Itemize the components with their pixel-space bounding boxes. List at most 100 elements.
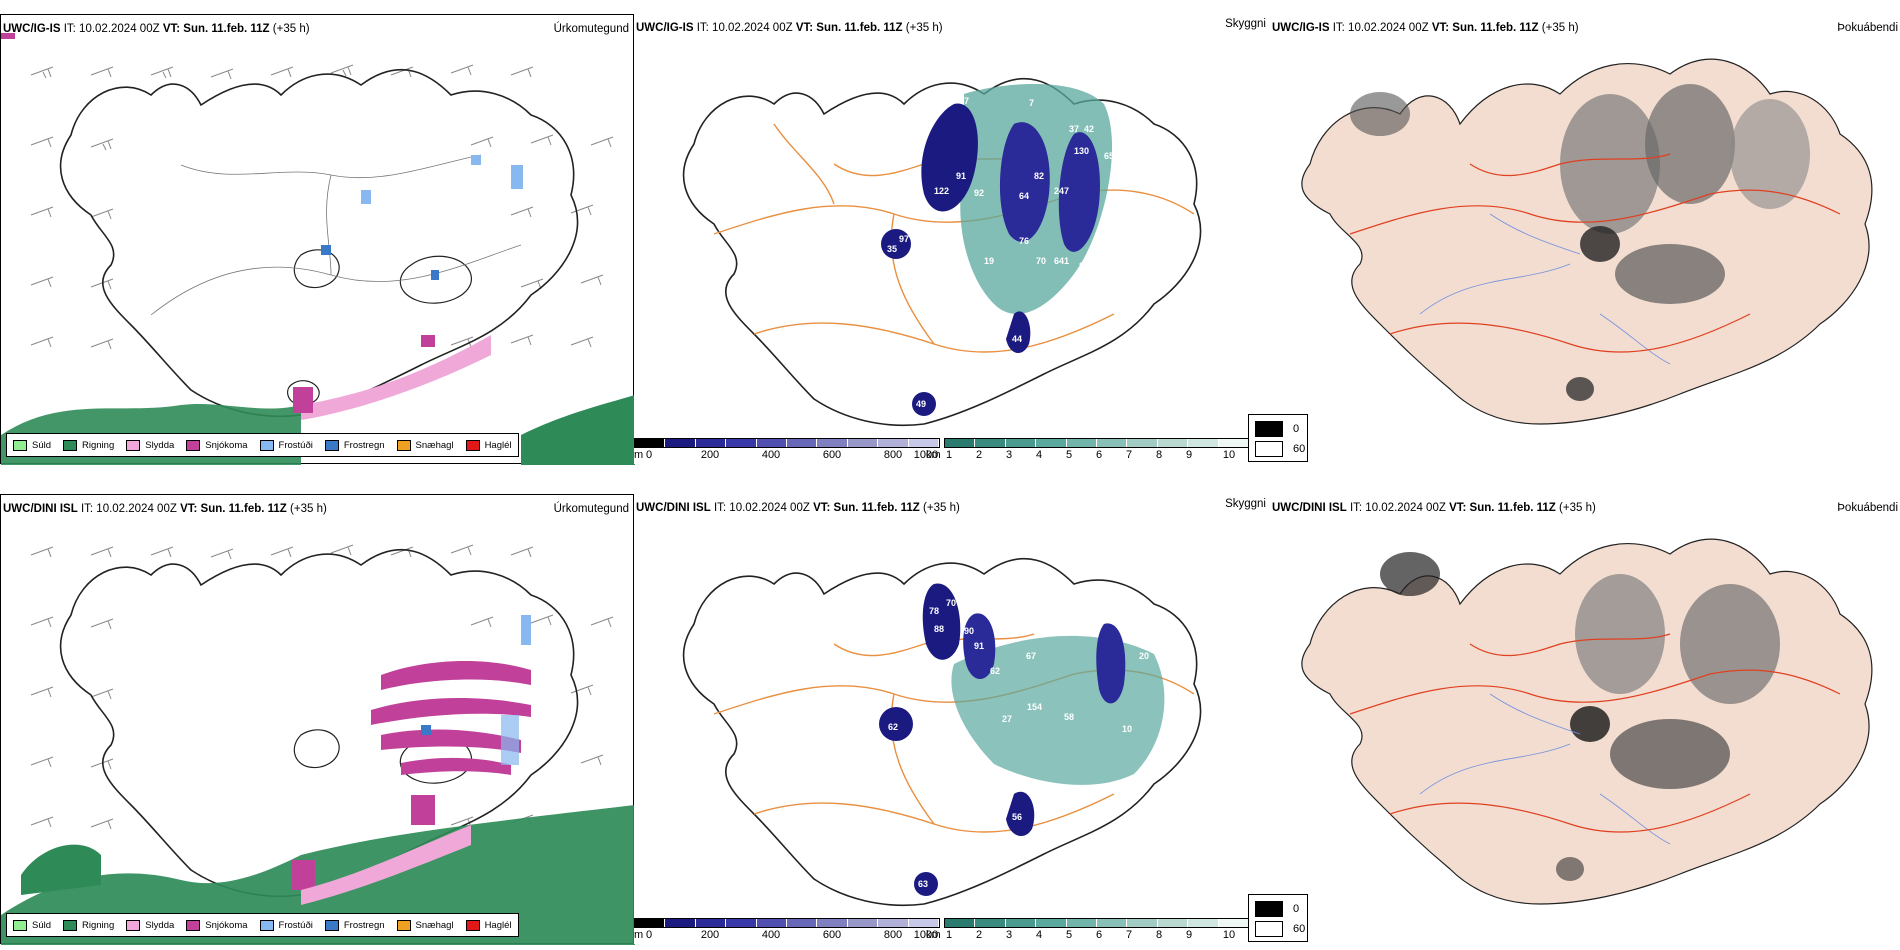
tick-label: 6 <box>1095 929 1103 941</box>
tick-label: 5 <box>1065 929 1073 941</box>
panel-variable-title: Skyggni <box>1225 18 1266 30</box>
legend-item: Haglél <box>465 919 512 931</box>
tick-label: 1 <box>945 929 953 941</box>
precip-type-map <box>1 33 635 465</box>
tick-label: 1000 <box>913 929 939 941</box>
vis-label: 90 <box>964 626 974 636</box>
vis-label: 41 <box>749 552 759 562</box>
vis-label: 35 <box>887 244 897 254</box>
panel-variable-title: Þokuábendi <box>1837 22 1898 34</box>
swatch-rain <box>63 439 78 451</box>
colorbar-height-ticks: m 0 200 400 600 800 1000 <box>634 928 940 942</box>
colorbar-height: m 0 200 400 600 800 1000 <box>634 918 940 942</box>
panel-title: UWC/IG-IS IT: 10.02.2024 00Z VT: Sun. 11… <box>1272 22 1579 34</box>
rivers <box>1419 213 1671 365</box>
colorbar-height-ticks: m 0 200 400 600 800 1000 <box>634 448 940 462</box>
vis-label: 27 <box>1002 714 1012 724</box>
tick-label: 1 <box>945 449 953 461</box>
vis-label: 130 <box>1074 146 1089 156</box>
vis-label: 10 <box>1122 724 1132 734</box>
swatch-drizzle <box>13 919 27 931</box>
colorbar-visibility-ticks: km 1 2 3 4 5 6 7 8 9 10 <box>926 928 1250 942</box>
vis-label: 91 <box>974 641 984 651</box>
swatch-fog-60 <box>1255 441 1283 457</box>
vis-label: 49 <box>916 399 926 409</box>
roads <box>1349 633 1841 833</box>
tick-label: 5 <box>1065 449 1073 461</box>
wind-barbs <box>30 64 614 350</box>
colorbar-unit: km <box>926 449 941 461</box>
vis-label: 65 <box>1104 151 1114 161</box>
fog-panel-bottom: UWC/DINI ISL IT: 10.02.2024 00Z VT: Sun.… <box>1248 494 1900 944</box>
vis-label: 58 <box>1064 712 1074 722</box>
vis-label: 70 <box>946 598 956 608</box>
colorbar-visibility: km 1 2 3 4 5 6 7 8 9 10 <box>926 438 1250 462</box>
fog-panel-top: UWC/IG-IS IT: 10.02.2024 00Z VT: Sun. 11… <box>1248 14 1900 464</box>
tick-label: 10 <box>1222 449 1236 461</box>
colorbar-height-bar <box>634 918 940 928</box>
swatch-snow <box>186 439 201 451</box>
fog-legend-row: 0 <box>1255 901 1299 917</box>
vis-label: 20 <box>1139 651 1149 661</box>
vis-label: 76 <box>1019 236 1029 246</box>
iceland-coastline <box>59 548 579 898</box>
vis-label: 56 <box>1012 812 1022 822</box>
colorbar-unit: km <box>926 929 941 941</box>
swatch-rain <box>63 919 78 931</box>
tick-label: 2 <box>975 929 983 941</box>
tick-label: 0 <box>645 449 653 461</box>
vis-label: 247 <box>1054 186 1069 196</box>
visibility-panel-bottom: UWC/DINI ISL IT: 10.02.2024 00Z VT: Sun.… <box>634 494 1270 944</box>
swatch-snow <box>186 919 201 931</box>
vis-label: 19 <box>984 256 994 266</box>
tick-label: 0 <box>645 929 653 941</box>
vis-label: 154 <box>1027 702 1042 712</box>
vis-label: 122 <box>934 186 949 196</box>
rivers <box>1419 693 1671 845</box>
fog-map <box>1301 58 1873 425</box>
legend-item: Haglél <box>465 439 512 451</box>
tick-label: 9 <box>1185 449 1193 461</box>
swatch-freezing-rain <box>324 439 339 451</box>
legend-item: Snæhagl <box>396 439 454 451</box>
vis-label: 125 <box>1122 594 1137 604</box>
precip-type-map <box>1 544 635 945</box>
swatch-snow-pellets <box>396 439 411 451</box>
swatch-sleet <box>126 439 141 451</box>
colorbar-height-bar <box>634 438 940 448</box>
vis-label: 42 <box>1084 124 1094 134</box>
tick-label: 400 <box>761 449 781 461</box>
visibility-panel-top: UWC/IG-IS IT: 10.02.2024 00Z VT: Sun. 11… <box>634 14 1270 464</box>
tick-label: 7 <box>1125 929 1133 941</box>
colorbar-visibility-ticks: km 1 2 3 4 5 6 7 8 9 10 <box>926 448 1250 462</box>
fog-legend: 0 60 <box>1248 894 1308 942</box>
tick-label: 8 <box>1155 929 1163 941</box>
tick-label: 600 <box>822 929 842 941</box>
vis-label: 62 <box>990 666 1000 676</box>
legend-item: Frostúði <box>259 919 313 931</box>
fog-shading <box>1350 84 1810 401</box>
swatch-hail <box>465 919 480 931</box>
tick-label: 7 <box>1125 449 1133 461</box>
precip-type-legend: Súld Rigning Slydda Snjókoma Frostúði Fr… <box>6 433 519 457</box>
vis-label: 7 <box>1029 98 1034 108</box>
swatch-snow-pellets <box>396 919 411 931</box>
vis-label: 62 <box>888 722 898 732</box>
tick-label: 4 <box>1035 449 1043 461</box>
vis-label: 97 <box>899 234 909 244</box>
tick-label: 600 <box>822 449 842 461</box>
fog-legend-row: 60 <box>1255 921 1305 937</box>
tick-label: 8 <box>1155 449 1163 461</box>
vis-label: 82 <box>1034 171 1044 181</box>
vis-label: 91 <box>956 171 966 181</box>
fog-shading <box>1380 552 1780 881</box>
vis-label: 92 <box>974 188 984 198</box>
precip-fields <box>1 615 635 945</box>
legend-item: Snæhagl <box>396 919 454 931</box>
tick-label: 9 <box>1185 929 1193 941</box>
vis-label: 73 <box>754 64 764 74</box>
vis-label: 84 <box>1079 261 1089 271</box>
precip-type-panel-bottom: UWC/DINI ISL IT: 10.02.2024 00Z VT: Sun.… <box>0 494 635 945</box>
colorbar-unit: m <box>634 449 644 461</box>
vis-label: 37 <box>1069 124 1079 134</box>
